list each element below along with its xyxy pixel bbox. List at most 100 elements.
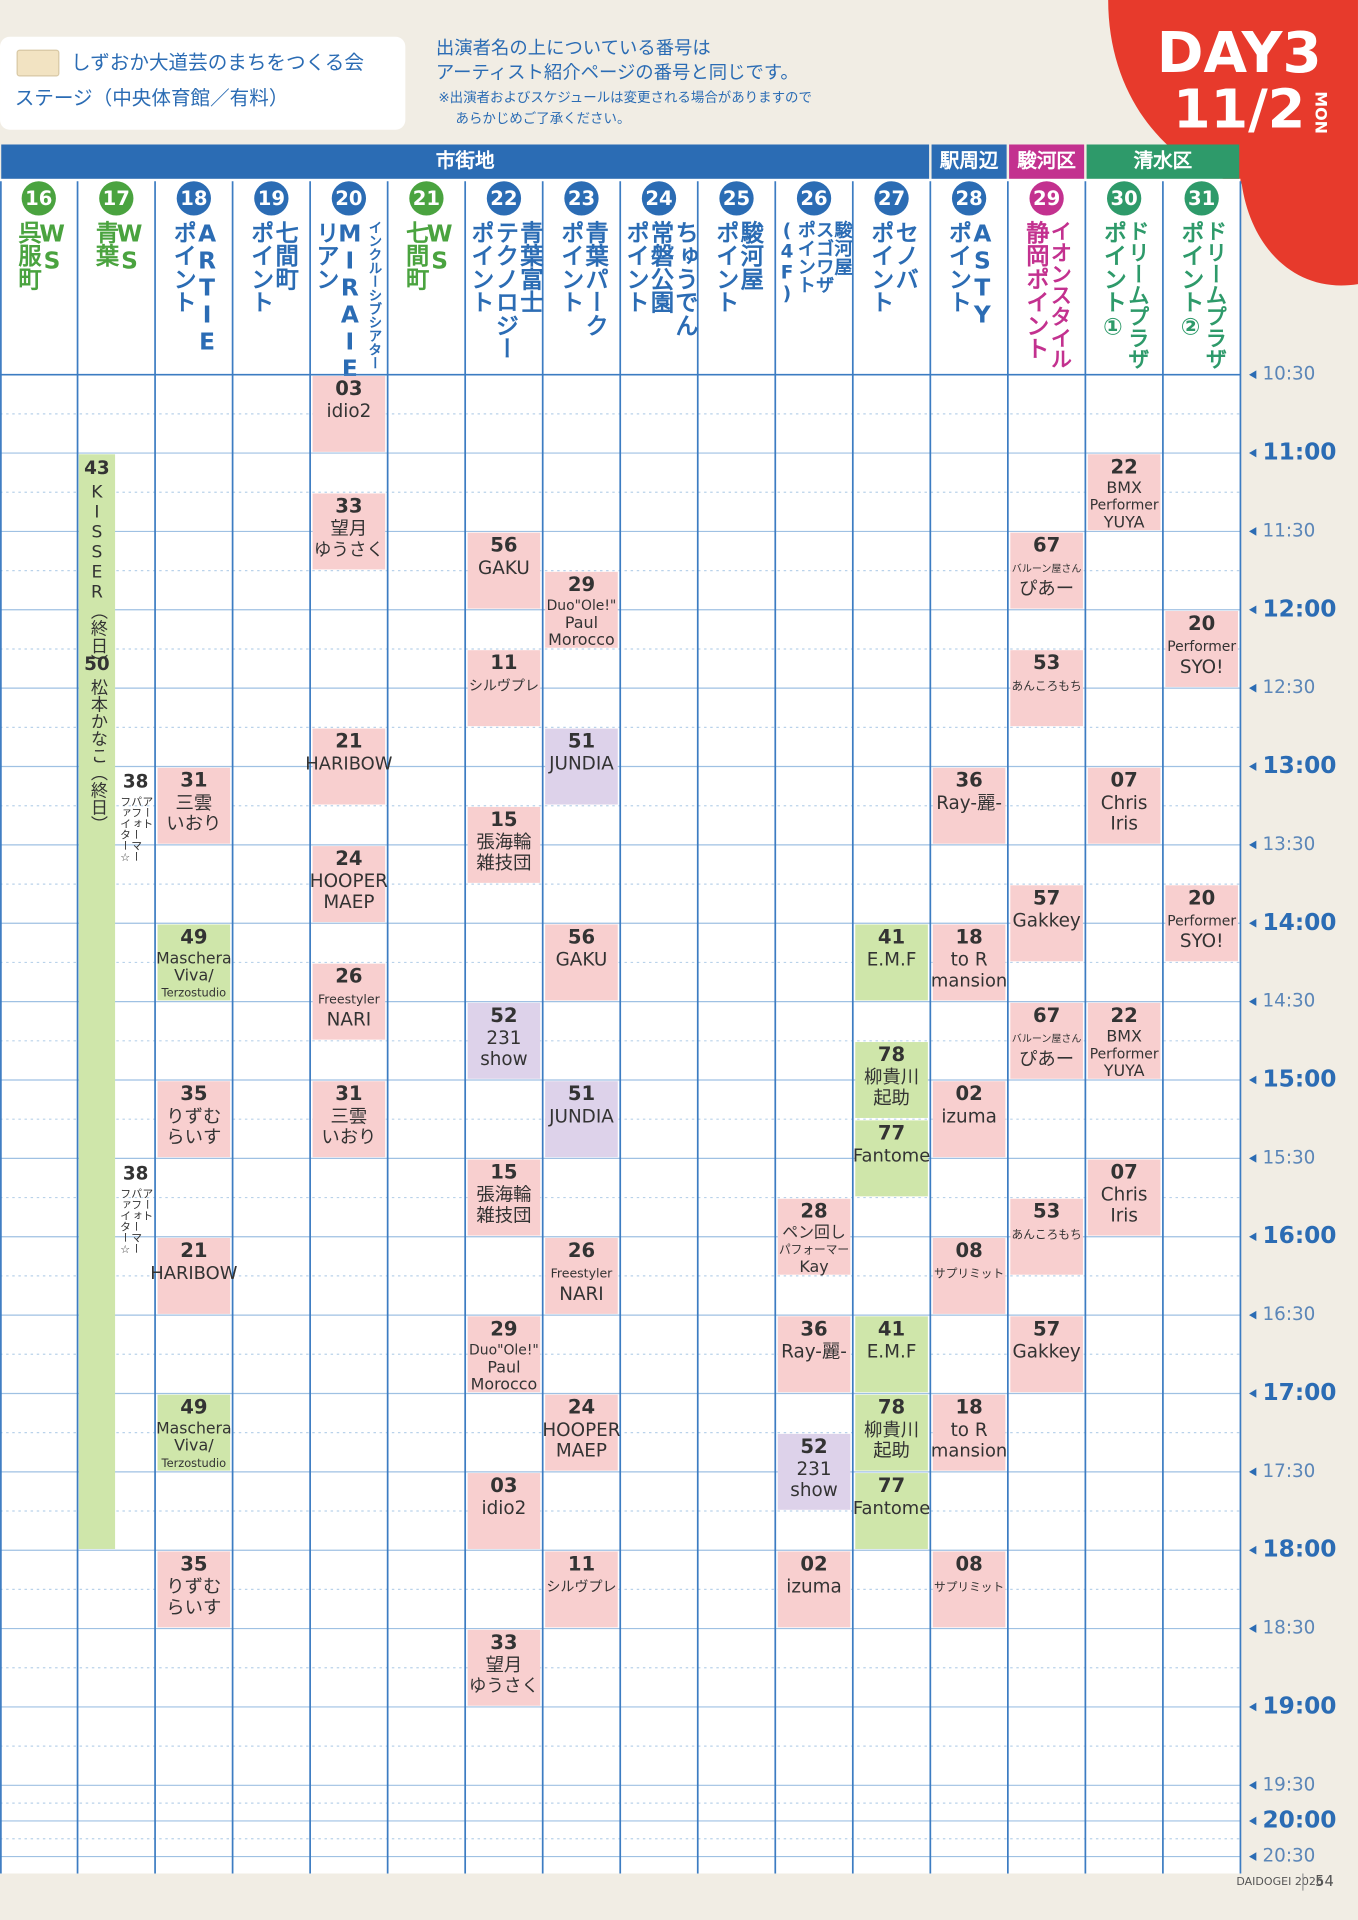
tick-marker (1249, 1467, 1257, 1477)
event-name: HOOPER (542, 1420, 620, 1441)
event-number: 29 (568, 573, 595, 596)
event-block (855, 1394, 928, 1471)
event-number: 35 (180, 1552, 207, 1575)
area-band (931, 144, 1007, 179)
event-name: ファイター☆ (119, 1188, 132, 1256)
event-number: 78 (878, 1043, 905, 1066)
event-number: 77 (878, 1474, 905, 1497)
event-name: ゆうさく (469, 1677, 539, 1697)
event-block (932, 1394, 1006, 1471)
event-block (1087, 767, 1161, 844)
venue-name: リアン (312, 220, 339, 290)
venue-badge (409, 181, 444, 216)
event-number: 21 (335, 730, 362, 753)
venue-badge (564, 181, 599, 216)
venue-name: 駿河屋 (832, 220, 854, 277)
venue-name: WS (39, 220, 66, 274)
venue-name: ポイント② (1177, 220, 1204, 340)
event-block (312, 846, 386, 923)
event-name: ゆうさく (314, 540, 384, 560)
event-number: 18 (955, 925, 982, 948)
event-name: GAKU (556, 950, 608, 971)
event-number: 26 (568, 1239, 595, 1262)
event-block (545, 924, 618, 1001)
event-name: 起助 (873, 1441, 910, 1462)
event-block (1087, 454, 1161, 531)
area-band (1, 144, 930, 179)
time-label: 20:00 (1262, 1806, 1336, 1833)
time-label: 19:30 (1262, 1774, 1315, 1795)
event-block (157, 924, 231, 1001)
event-block (777, 1198, 851, 1275)
venue-name: イオンスタイル (1047, 220, 1072, 369)
tick-marker (1249, 1310, 1257, 1320)
event-block (932, 1081, 1006, 1158)
event-name: Terzostudio (161, 1456, 227, 1470)
event-block (545, 1551, 618, 1628)
event-name: アート (141, 796, 154, 829)
event-number: 02 (955, 1082, 982, 1105)
venue-name: ポイント (467, 220, 494, 313)
venue-badge (99, 181, 134, 216)
event-name: いおり (166, 814, 221, 835)
event-name: 柳貴川 (864, 1420, 919, 1441)
event-name: らいす (166, 1127, 221, 1148)
event-name: ペン回し (782, 1223, 846, 1242)
tick-marker (1249, 1154, 1257, 1163)
event-number: 49 (180, 1396, 207, 1419)
event-name: サプリミット (934, 1580, 1004, 1594)
legend-swatch (16, 49, 60, 77)
legend-stage: ステージ（中央体育館／有料） (15, 87, 289, 110)
event-block (157, 1237, 231, 1314)
day-date: 11/2 (1173, 77, 1305, 140)
event-name: HARIBOW (305, 754, 392, 775)
venue-name: WS (116, 220, 143, 274)
event-name: Performer (1167, 913, 1236, 929)
event-name: 231 (486, 1028, 521, 1049)
note: 出演者名の上についている番号は (436, 38, 711, 59)
venue-name: インクルーシブシアター (365, 220, 382, 369)
event-block (855, 1120, 928, 1197)
venue-badge (331, 181, 367, 216)
venue-name: ポイント (867, 220, 894, 313)
event-number: 57 (1033, 886, 1060, 909)
event-name: Terzostudio (161, 986, 227, 1000)
event-number: 78 (878, 1396, 905, 1419)
venue-number: 26 (800, 187, 827, 210)
event-name: GAKU (478, 558, 530, 579)
venue-name: 七間町 (402, 220, 430, 291)
event-block (855, 1316, 928, 1393)
event-name: Duo"Ole!" (547, 598, 617, 614)
venue-name: ドリームプラザ (1202, 220, 1227, 370)
event-block (1010, 650, 1083, 727)
event-name: idio2 (482, 1498, 527, 1519)
event-block (467, 1002, 541, 1079)
venue-badge (1029, 181, 1064, 216)
event-name: Fantome (853, 1498, 930, 1519)
tick-marker (1249, 683, 1257, 693)
event-number: 67 (1033, 534, 1060, 557)
event-block (1010, 532, 1083, 609)
event-number: 26 (335, 965, 362, 988)
event-number: 36 (955, 769, 982, 792)
venue-name: MIRAIE (336, 220, 363, 382)
venue-number: 31 (1188, 187, 1215, 210)
tick-marker (1249, 997, 1257, 1006)
venue-name: ポイント (557, 220, 584, 313)
time-label: 11:30 (1262, 520, 1315, 541)
venue-badge (951, 181, 987, 216)
venue-number: 22 (490, 187, 517, 210)
event-name: 望月 (486, 1655, 523, 1676)
venue-badge (796, 181, 832, 216)
event-number: 08 (955, 1552, 982, 1575)
tick-marker (1249, 605, 1257, 615)
event-name: りずむ (166, 1577, 221, 1598)
event-block (467, 650, 541, 727)
event-number: 15 (490, 1161, 517, 1184)
venue-name: 青葉パーク (581, 220, 610, 336)
event-block (855, 924, 928, 1001)
event-block (545, 1081, 618, 1158)
event-name: Chris (1101, 1185, 1148, 1206)
event-block (1010, 885, 1083, 962)
event-number: 03 (335, 377, 362, 400)
